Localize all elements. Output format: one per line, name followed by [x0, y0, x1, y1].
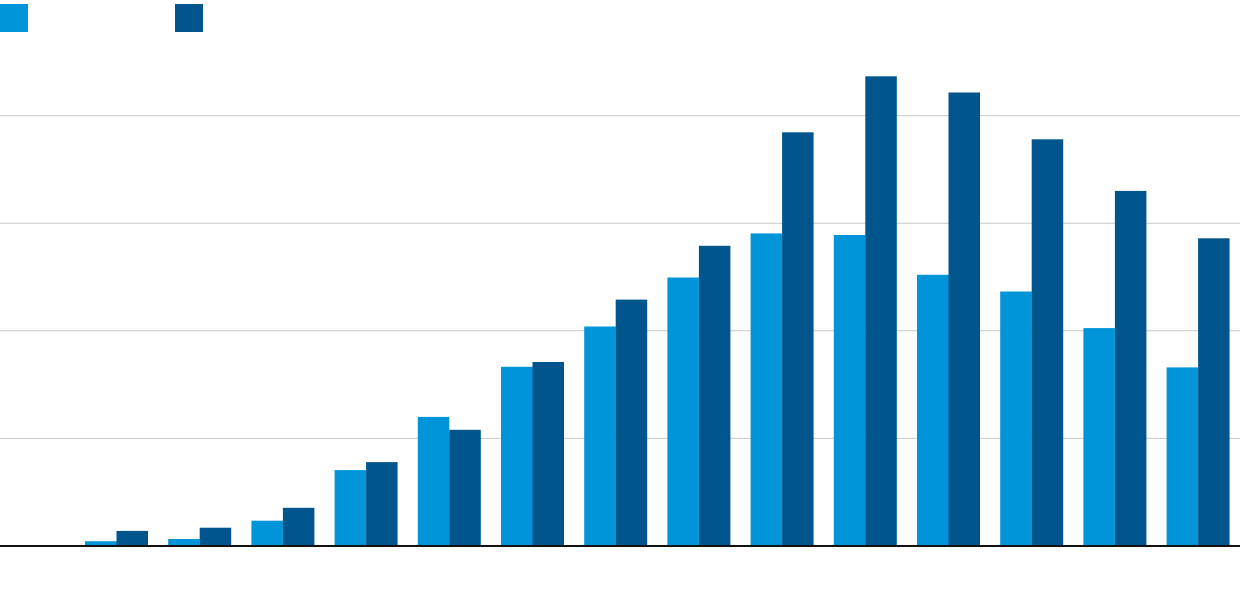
bar-series2-5: [449, 429, 481, 546]
bars: [85, 76, 1230, 547]
bar-series1-10: [833, 235, 866, 546]
bar-series2-10: [865, 76, 897, 547]
bar-series1-12: [1000, 291, 1032, 546]
bar-series1-8: [667, 277, 699, 546]
bar-series1-7: [584, 326, 616, 546]
bar-series1-6: [501, 366, 533, 546]
bar-series1-4: [334, 470, 367, 546]
bar-series2-14: [1198, 238, 1230, 547]
bar-series1-9: [750, 233, 783, 546]
bar-series2-8: [698, 245, 731, 547]
bar-series1-5: [417, 416, 450, 546]
legend-swatch-series1: [0, 4, 28, 32]
legend-swatch-series2: [175, 4, 203, 32]
bar-series1-13: [1083, 328, 1115, 546]
bar-series1-3: [251, 520, 283, 546]
bar-series2-2: [199, 527, 232, 546]
bar-series2-11: [948, 92, 980, 546]
bar-series2-7: [615, 299, 648, 546]
bar-series2-13: [1114, 190, 1147, 546]
legend: [0, 4, 203, 32]
bar-series1-2: [168, 539, 200, 546]
bar-series2-1: [116, 530, 148, 546]
bar-series2-6: [532, 362, 564, 546]
bar-series1-1: [85, 541, 117, 546]
bar-series1-14: [1166, 367, 1199, 546]
bar-series2-3: [282, 507, 315, 546]
bar-series1-11: [917, 274, 949, 546]
bar-series2-9: [782, 132, 814, 547]
bar-series2-4: [366, 462, 398, 546]
bar-series2-12: [1031, 139, 1064, 547]
